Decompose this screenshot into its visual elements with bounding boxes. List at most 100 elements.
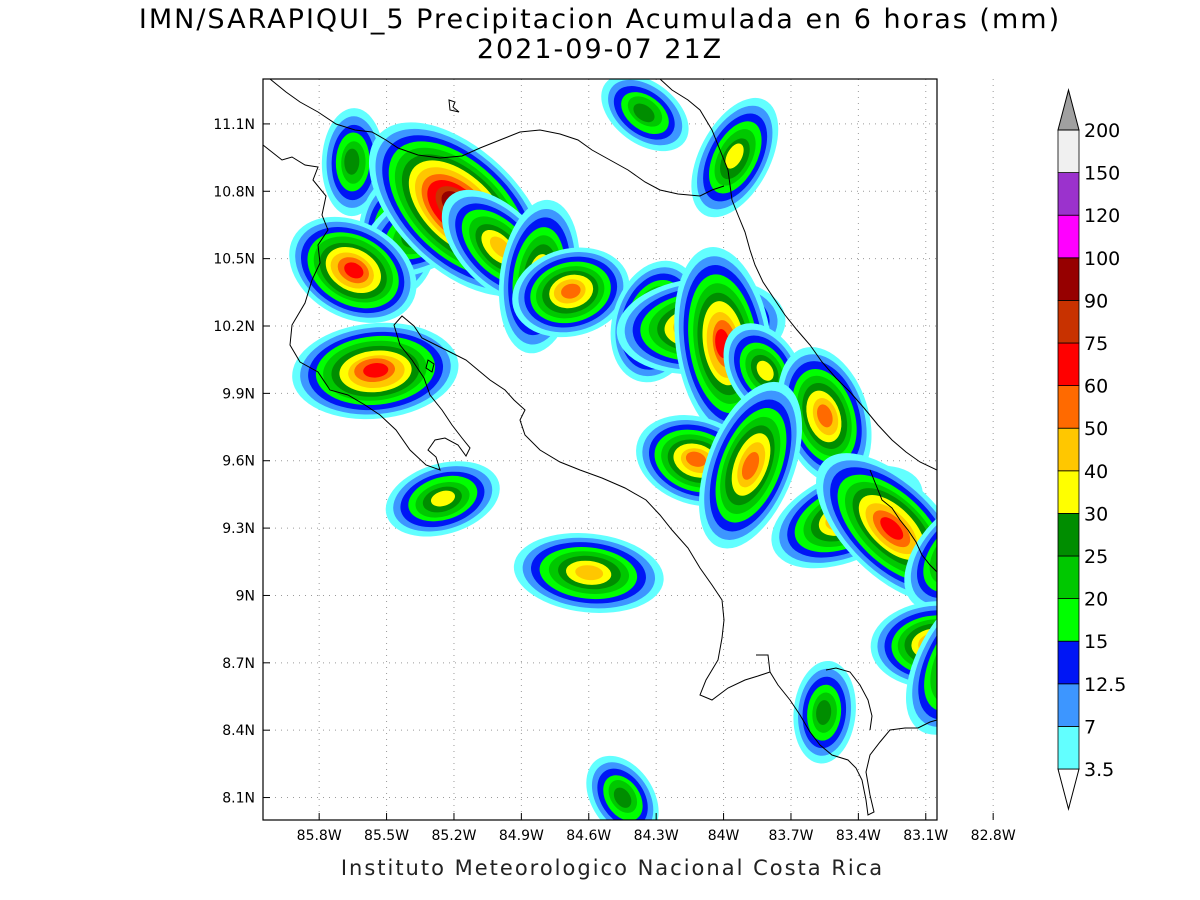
- legend-lower-arrow: [1057, 768, 1080, 811]
- rain-contour: [1006, 605, 1093, 684]
- lon-tick-label: 83.7W: [768, 828, 813, 844]
- lon-tick-label: 82.8W: [971, 828, 1016, 844]
- lon-tick-label: 85.8W: [297, 828, 342, 844]
- legend-level-label: 120: [1084, 205, 1120, 227]
- legend-swatch: [1057, 555, 1080, 599]
- legend-level-label: 15: [1084, 631, 1108, 653]
- rain-contour: [344, 262, 364, 279]
- lat-tick-label: 8.4N: [222, 723, 255, 739]
- rain-contour: [633, 103, 655, 123]
- legend-swatch: [1057, 427, 1080, 472]
- rain-cell: [904, 490, 997, 612]
- legend-level-label: 100: [1084, 248, 1120, 270]
- coastline-pacific: [263, 144, 937, 816]
- rain-contour: [944, 528, 990, 573]
- coastline-caribbean: [659, 79, 937, 471]
- rain-contour: [613, 787, 632, 808]
- precipitation-field: [289, 79, 1149, 820]
- lat-tick-label: 8.7N: [222, 656, 255, 672]
- legend-swatch: [1057, 598, 1080, 642]
- rain-cell: [513, 533, 664, 613]
- coastline-borders: [263, 79, 937, 816]
- rain-contour: [685, 451, 707, 467]
- rain-contour: [430, 490, 455, 507]
- legend-level-label: 60: [1084, 376, 1108, 398]
- lon-tick-label: 83.4W: [836, 828, 881, 844]
- map-title: IMN/SARAPIQUI_5 Precipitacion Acumulada …: [138, 4, 1062, 35]
- rain-cell: [777, 346, 872, 485]
- plot-frame: [262, 78, 938, 821]
- legend-level-label: 150: [1084, 163, 1120, 185]
- legend-level-label: 25: [1084, 546, 1108, 568]
- lat-tick-label: 8.1N: [222, 791, 255, 807]
- rain-cell: [698, 381, 803, 549]
- rain-cell: [321, 108, 384, 217]
- legend-level-label: 7: [1084, 716, 1096, 738]
- legend-swatch: [1057, 640, 1080, 685]
- legend-level-label: 90: [1084, 290, 1108, 312]
- nicoya-gulf-island: [425, 359, 435, 373]
- border-nicaragua: [269, 79, 725, 197]
- rain-contour: [948, 628, 993, 678]
- legend-swatch: [1057, 257, 1080, 301]
- rain-cell: [691, 97, 779, 218]
- rain-contour: [959, 562, 1140, 727]
- rain-contour: [741, 451, 760, 480]
- rain-cell: [289, 216, 417, 323]
- rain-contour: [949, 554, 1149, 736]
- rain-contour: [932, 610, 1011, 699]
- rain-contour: [816, 700, 832, 725]
- rain-contour: [725, 143, 744, 169]
- color-legend: 3.5 7 12.5 15 20 25 30 40 50 60 75 90 100 120 150 200: [1057, 88, 1126, 811]
- legend-swatch: [1057, 172, 1080, 216]
- rain-contour: [561, 283, 581, 299]
- legend-upper-arrow: [1057, 88, 1080, 131]
- lat-tick-label: 9.6N: [222, 454, 255, 470]
- rain-contour: [1011, 538, 1066, 588]
- legend-level-label: 40: [1084, 461, 1108, 483]
- lat-tick-label: 10.2N: [213, 319, 255, 335]
- legend-swatch: [1057, 726, 1080, 770]
- lat-tick-label: 9.9N: [222, 386, 255, 402]
- rain-cell: [793, 660, 856, 764]
- lon-tick-label: 84.6W: [566, 828, 611, 844]
- rain-contour: [880, 517, 904, 540]
- legend-swatch: [1057, 513, 1080, 557]
- rain-contour: [939, 620, 1001, 690]
- legend-level-label: 75: [1084, 333, 1108, 355]
- rain-contour: [363, 363, 389, 378]
- lon-tick-label: 83.1W: [903, 828, 948, 844]
- legend-level-label: 12.5: [1084, 674, 1126, 696]
- legend-swatch: [1057, 129, 1080, 173]
- border-panama-south: [756, 654, 873, 731]
- axis-labels: 11.1N 10.8N 10.5N 10.2N 9.9N 9.6N 9.3N 9N 8.7N 8.…: [213, 117, 1015, 844]
- lake-island: [448, 99, 460, 113]
- lon-tick-label: 84.3W: [634, 828, 679, 844]
- lat-tick-label: 11.1N: [213, 117, 255, 133]
- legend-swatch: [1057, 683, 1080, 727]
- map-subtitle: 2021-09-07 21Z: [476, 34, 724, 65]
- legend-swatch: [1057, 342, 1080, 386]
- legend-level-label: 20: [1084, 589, 1108, 611]
- rain-contour: [756, 360, 774, 381]
- rain-contour: [954, 537, 982, 565]
- legend-level-label: 30: [1084, 503, 1108, 525]
- rain-cell: [512, 247, 630, 338]
- legend-swatch: [1057, 470, 1080, 514]
- rain-contour: [934, 520, 997, 582]
- rain-contour: [1018, 543, 1057, 579]
- lon-tick-label: 84.9W: [499, 828, 544, 844]
- border-panama: [869, 469, 937, 573]
- rain-contour: [575, 565, 604, 581]
- rain-cell: [586, 755, 659, 820]
- lon-tick-label: 84W: [708, 828, 740, 844]
- lat-tick-label: 10.5N: [213, 252, 255, 268]
- lon-tick-label: 85.5W: [364, 828, 409, 844]
- legend-level-label: 50: [1084, 418, 1108, 440]
- legend-swatch: [1057, 214, 1080, 259]
- lat-tick-label: 9.3N: [222, 521, 255, 537]
- rain-cell: [601, 79, 689, 152]
